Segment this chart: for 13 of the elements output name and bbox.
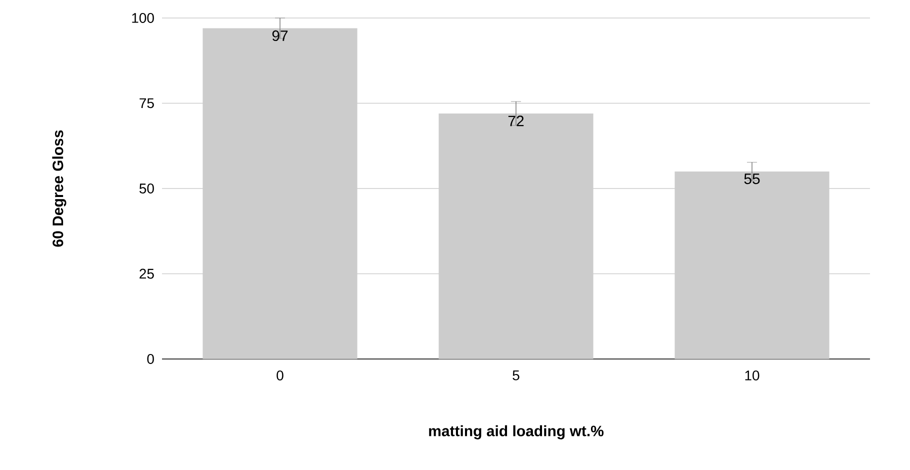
x-tick-label: 0 [276, 370, 284, 380]
x-tick-label: 5 [512, 370, 520, 380]
y-tick-label: 25 [140, 268, 154, 279]
y-tick-label: 0 [147, 354, 154, 364]
data-label: 97 [272, 30, 288, 42]
y-axis-title: 60 Degree Gloss [52, 130, 66, 247]
y-tick-label: 50 [139, 184, 154, 194]
y-tick-label: 100 [132, 13, 154, 23]
data-label: 55 [744, 174, 760, 184]
x-axis-title: matting aid loading wt.% [429, 425, 604, 440]
data-label: 72 [508, 116, 524, 126]
y-tick-label: 75 [140, 98, 154, 108]
x-tick-label: 10 [745, 370, 760, 380]
